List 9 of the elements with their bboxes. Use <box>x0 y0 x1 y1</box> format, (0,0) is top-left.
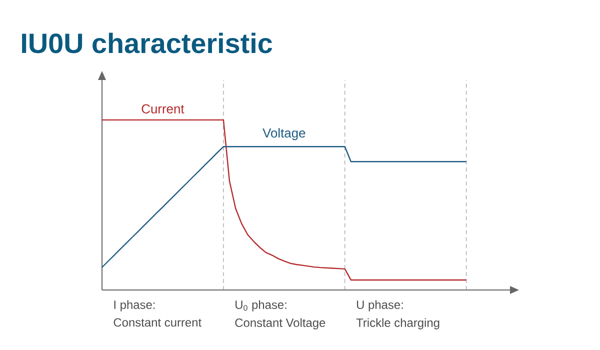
series-label: Current <box>142 104 184 114</box>
text: U$_{0}$ phase: <box>236 300 286 312</box>
text: I phase: <box>114 300 155 312</box>
text: U phase: <box>356 300 403 312</box>
text: Trickle charging <box>356 318 440 330</box>
text: Constant current <box>114 318 202 327</box>
text: Constant Voltage <box>235 318 326 330</box>
chart-title: IU0U characteristic <box>22 32 272 54</box>
series-label: Voltage <box>262 128 306 140</box>
